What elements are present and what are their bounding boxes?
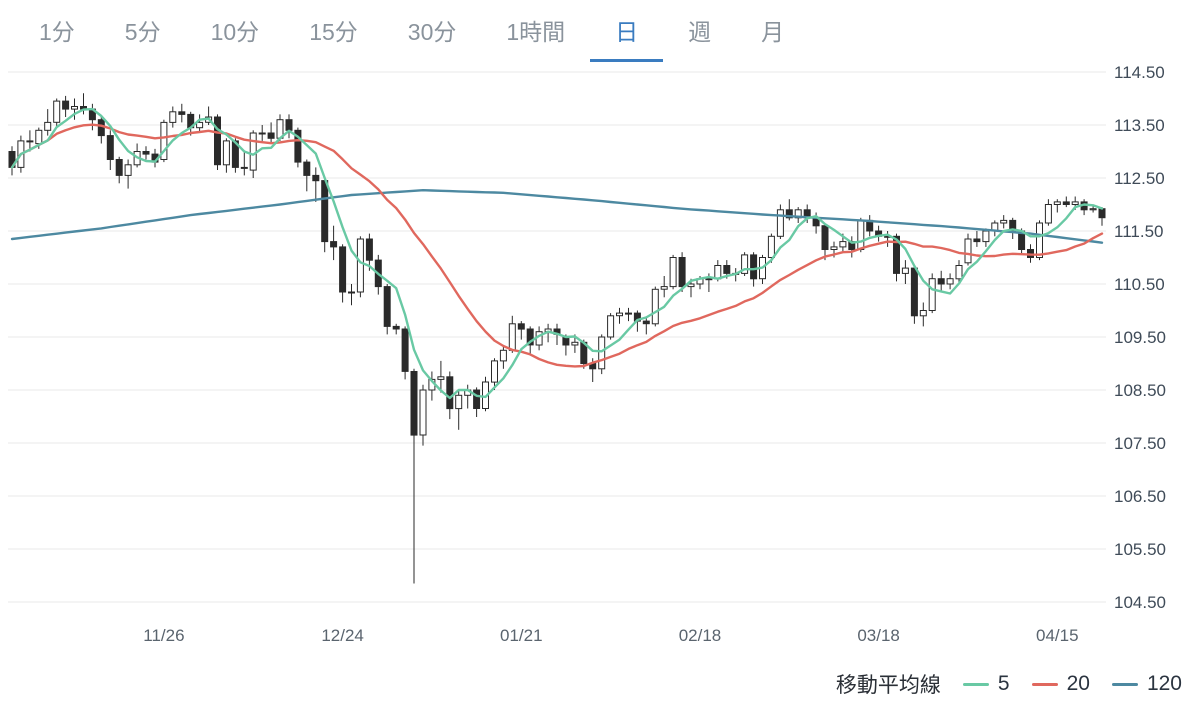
ma5-line-swatch (962, 682, 989, 686)
svg-text:104.50: 104.50 (1114, 593, 1166, 612)
ma-legend-item-120: 120 (1111, 672, 1182, 696)
ma-lines (10, 107, 1104, 400)
svg-text:112.50: 112.50 (1114, 169, 1165, 188)
svg-text:12/24: 12/24 (321, 626, 364, 645)
svg-text:01/21: 01/21 (500, 626, 543, 645)
tab-week[interactable]: 週 (688, 19, 712, 45)
ma20-label: 20 (1066, 672, 1090, 695)
ma5-label: 5 (997, 672, 1010, 695)
svg-text:04/15: 04/15 (1036, 626, 1079, 645)
svg-text:02/18: 02/18 (679, 626, 722, 645)
tab-1min[interactable]: 1分 (39, 19, 75, 45)
svg-text:111.50: 111.50 (1114, 222, 1163, 241)
svg-text:109.50: 109.50 (1114, 328, 1166, 347)
svg-text:113.50: 113.50 (1114, 116, 1165, 135)
ma-legend-item-5: 5 (962, 672, 1010, 696)
svg-text:114.50: 114.50 (1114, 63, 1165, 82)
y-axis-labels: 114.50 113.50 112.50 111.50 110.50 109.50 108.… (1114, 63, 1166, 612)
tab-month[interactable]: 月 (761, 19, 785, 45)
tab-1hour[interactable]: 1時間 (506, 19, 566, 45)
svg-text:108.50: 108.50 (1114, 381, 1166, 400)
ma20-line-swatch (1031, 682, 1058, 686)
svg-text:107.50: 107.50 (1114, 434, 1166, 453)
tab-5min[interactable]: 5分 (124, 19, 161, 45)
candles (8, 93, 1106, 584)
ma120-label: 120 (1146, 672, 1182, 695)
ma-legend-title: 移動平均線 (835, 674, 941, 697)
tab-day[interactable]: 日 (590, 1, 664, 62)
svg-text:11/26: 11/26 (143, 626, 184, 645)
svg-text:105.50: 105.50 (1114, 540, 1166, 559)
ma-legend: 移動平均線 5 20 120 (836, 669, 1182, 699)
x-axis-labels: 11/26 12/24 01/21 02/18 03/18 04/15 (143, 626, 1078, 645)
svg-text:03/18: 03/18 (857, 626, 900, 645)
ma-legend-item-20: 20 (1031, 672, 1090, 696)
tab-10min[interactable]: 10分 (210, 19, 260, 45)
tab-30min[interactable]: 30分 (407, 19, 457, 45)
svg-text:106.50: 106.50 (1114, 487, 1166, 506)
svg-text:110.50: 110.50 (1114, 275, 1165, 294)
tab-15min[interactable]: 15分 (309, 19, 358, 45)
timeframe-tabs: 1分 5分 10分 15分 30分 1時間 日 週 月 (14, 0, 809, 62)
ma120-line-swatch (1111, 682, 1138, 686)
